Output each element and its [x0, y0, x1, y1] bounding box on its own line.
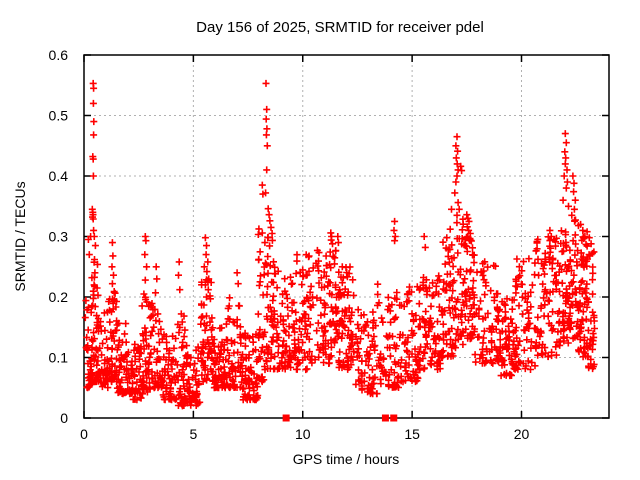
x-tick-label: 10: [295, 426, 311, 442]
y-tick-labels: 0 0.1 0.2 0.3 0.4 0.5 0.6: [49, 47, 69, 426]
y-tick-label: 0.1: [49, 350, 69, 366]
zero-marker-square: [390, 414, 398, 422]
data-points: [81, 79, 598, 410]
x-tick-label: 5: [189, 426, 197, 442]
y-tick-label: 0: [60, 410, 68, 426]
y-tick-label: 0.4: [49, 168, 69, 184]
zero-markers: [282, 414, 398, 422]
y-tick-label: 0.3: [49, 229, 69, 245]
chart-title: Day 156 of 2025, SRMTID for receiver pde…: [196, 19, 484, 36]
x-tick-label: 0: [80, 426, 88, 442]
zero-marker-square: [282, 414, 290, 422]
x-tick-label: 15: [404, 426, 420, 442]
y-tick-label: 0.6: [49, 47, 69, 63]
x-tick-label: 20: [514, 426, 530, 442]
x-tick-labels: 0 5 10 15 20: [80, 426, 529, 442]
y-axis-label: SRMTID / TECUs: [12, 181, 28, 291]
x-axis-label: GPS time / hours: [293, 451, 400, 467]
zero-marker-square: [381, 414, 389, 422]
y-tick-label: 0.2: [49, 289, 69, 305]
grid-lines: [84, 55, 609, 418]
y-tick-label: 0.5: [49, 108, 69, 124]
